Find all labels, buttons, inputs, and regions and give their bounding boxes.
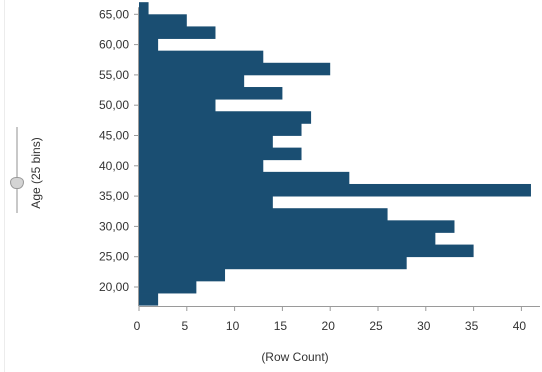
- y-tick-label-6: 50,00: [99, 98, 129, 112]
- axes-group: 20,00 25,00 30,00 35,00 40,00 45,00 50,00 55,00…: [99, 7, 540, 333]
- x-tick-label-1: 5: [181, 319, 188, 333]
- y-tick-label-7: 55,00: [99, 68, 129, 82]
- histogram-bar-20[interactable]: [139, 50, 264, 64]
- histogram-bar-7[interactable]: [139, 208, 388, 221]
- y-tick-label-4: 40,00: [99, 159, 129, 173]
- histogram-bar-3[interactable]: [139, 256, 407, 270]
- histogram-bar-0[interactable]: [139, 293, 159, 306]
- x-tick-label-6: 30: [417, 319, 431, 333]
- histogram-bar-9[interactable]: [139, 183, 531, 197]
- x-tick-label-8: 40: [513, 319, 527, 333]
- histogram-bar-19[interactable]: [139, 62, 331, 76]
- histogram-bar-2[interactable]: [139, 268, 226, 282]
- y-tick-label-9: 65,00: [99, 7, 129, 21]
- x-tick-label-2: 10: [226, 319, 240, 333]
- y-tick-label-0: 20,00: [99, 280, 129, 294]
- histogram-bar-5[interactable]: [139, 232, 436, 245]
- y-tick-label-3: 35,00: [99, 189, 129, 203]
- histogram-bar-1[interactable]: [139, 280, 197, 294]
- y-tick-label-2: 30,00: [99, 219, 129, 233]
- histogram-bar-16[interactable]: [139, 99, 216, 112]
- y-tick-label-8: 60,00: [99, 38, 129, 52]
- histogram-bar-13[interactable]: [139, 135, 273, 149]
- histogram-bar-21[interactable]: [139, 38, 159, 52]
- x-tick-label-0: 0: [134, 319, 141, 333]
- histogram-bar-12[interactable]: [139, 147, 302, 161]
- x-tick-label-7: 35: [465, 319, 479, 333]
- bin-slider-track[interactable]: [16, 127, 18, 213]
- y-tick-label-5: 45,00: [99, 129, 129, 143]
- y-tick-label-1: 25,00: [99, 250, 129, 264]
- histogram-bar-23[interactable]: [139, 14, 187, 27]
- histogram-bar-14[interactable]: [139, 123, 302, 136]
- x-tick-label-5: 25: [369, 319, 383, 333]
- x-tick-label-4: 20: [322, 319, 336, 333]
- histogram-bar-11[interactable]: [139, 159, 264, 173]
- histogram-bar-10[interactable]: [139, 171, 350, 185]
- x-tick-label-3: 15: [274, 319, 288, 333]
- bars-group: [139, 2, 531, 306]
- histogram-bar-15[interactable]: [139, 111, 312, 124]
- histogram-bar-4[interactable]: [139, 244, 474, 258]
- histogram-bar-22[interactable]: [139, 26, 216, 39]
- panel-divider: [4, 0, 5, 372]
- histogram-bar-18[interactable]: [139, 74, 245, 88]
- histogram-bar-17[interactable]: [139, 87, 283, 100]
- x-axis-label: (Row Count): [261, 350, 329, 364]
- histogram-bar-6[interactable]: [139, 220, 455, 233]
- bin-slider-handle[interactable]: [10, 176, 24, 189]
- histogram-bar-8[interactable]: [139, 196, 273, 209]
- histogram-bar-24[interactable]: [139, 2, 149, 15]
